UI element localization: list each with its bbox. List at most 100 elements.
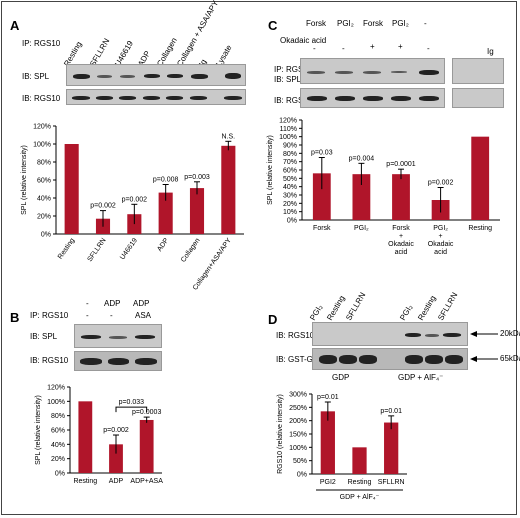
panel-label-d: D: [268, 312, 278, 327]
y-tick-label-a: 100%: [33, 142, 51, 149]
chart-d: 0% 50% 100% 150% 200% 250% 300% RGS10 (relative…: [277, 392, 407, 501]
row2-b-2: ASA: [135, 311, 152, 320]
chart-b: 0% 20% 40% 60% 80% 100% 120% SPL (relative inte…: [35, 385, 163, 486]
kda-top-label-d: 20kDa: [500, 329, 520, 338]
row1-c-4: -: [424, 19, 427, 28]
ib-bottom-label-c: IB: RGS10: [274, 96, 313, 105]
y-tick-label-a: 60%: [37, 178, 51, 185]
panel-label-a: A: [10, 18, 20, 33]
bar-c-2: [392, 174, 410, 220]
row2-c-3: +: [398, 42, 403, 51]
okadaic-label-c: Okadaic acid: [280, 36, 327, 45]
bar-b-0: [78, 401, 93, 473]
band-a-spl-5: [191, 74, 208, 79]
blot-c-ig: [452, 58, 504, 84]
kda-bottom-label-d: 65kDa: [500, 354, 520, 363]
band-d-rgs-4: [425, 334, 439, 337]
x-tick-label-c-3: PGI₂: [433, 225, 448, 232]
bracket-b: [115, 406, 148, 413]
band-d-gst-2: [359, 355, 377, 364]
x-tick-label-c-2: Forsk: [392, 225, 410, 232]
band-b-rgs-1: [108, 358, 129, 365]
arrowhead-20kda: [470, 331, 477, 337]
y-tick-label-b: 60%: [51, 428, 65, 435]
y-tick-label-c: 90%: [283, 143, 297, 150]
x-tick-label-b-1: ADP: [109, 478, 124, 485]
band-c-spl-0: [307, 71, 325, 74]
arrowhead-65kda: [470, 356, 477, 362]
chart-c: 0% 10%20%30% 40%50%60% 70%80%90% 100%110%120…: [267, 118, 500, 256]
panel-a: A IP: RGS10 IB: SPL IB: RGS10 Resting SF…: [0, 0, 260, 290]
x-tick-label-b-2: ADP+ASA: [130, 478, 163, 485]
blot-c-ig-rgs10: [452, 88, 504, 108]
x-tick-label-b-0: Resting: [73, 478, 97, 485]
y-tick-label-c: 50%: [283, 176, 297, 183]
kda-arrows-d: [470, 331, 498, 362]
bar-b-2: [139, 419, 154, 473]
y-tick-label-c: 80%: [283, 151, 297, 158]
band-c-rgs-4: [419, 96, 439, 101]
row2-b-1: -: [110, 311, 113, 320]
ib-bottom-label-d: IB: GST-Gi2α: [276, 355, 324, 364]
p-value-d-2: p=0.01: [380, 408, 402, 415]
bar-a-3: [158, 192, 173, 234]
y-axis-label-c: SPL (relative intensity): [267, 135, 274, 205]
y-axis-label-a: SPL (relative intensity): [21, 145, 28, 215]
band-b-rgs-2: [135, 358, 157, 365]
band-b-spl-1: [109, 336, 127, 339]
band-a-spl-4: [167, 74, 183, 78]
y-tick-label-c: 20%: [283, 201, 297, 208]
x-tick-label-a-0: Resting: [57, 237, 76, 261]
blot-c-rgs10: [300, 88, 445, 108]
ib-bottom-label-b: IB: RGS10: [30, 356, 69, 365]
band-a-rgs-1: [96, 96, 113, 100]
bar-a-5: [221, 145, 236, 234]
group-label-d: GDP + AlF₄⁻: [340, 494, 380, 501]
y-tick-label-b: 0%: [55, 471, 65, 478]
x-tick-label-c-2: acid: [395, 249, 408, 256]
band-c-spl-3: [391, 71, 407, 73]
band-c-rgs-3: [391, 96, 411, 101]
p-value-c-2: p=0.0001: [386, 161, 415, 168]
y-tick-label-c: 0%: [287, 218, 297, 225]
y-tick-label-c: 120%: [279, 118, 297, 125]
panel-c: C Forsk PGI₂ Forsk PGI₂ - Okadaic acid -…: [260, 0, 520, 290]
band-c-rgs-2: [363, 96, 383, 101]
bar-a-0: [64, 144, 79, 234]
panel-label-b: B: [10, 310, 20, 325]
x-tick-label-d-0: PGI2: [320, 479, 336, 486]
band-b-spl-0: [81, 335, 101, 339]
p-value-a-2: p=0.002: [122, 196, 148, 203]
y-tick-label-a: 40%: [37, 196, 51, 203]
ip-label-b: IP: RGS10: [30, 311, 69, 320]
x-tick-label-d-1: Resting: [348, 479, 372, 486]
x-tick-label-c-3: acid: [434, 249, 447, 256]
band-a-rgs-3: [143, 96, 160, 100]
panel-d: D PGI₂ Resting SFLLRN PGI₂ Resting SFLLR…: [260, 290, 520, 518]
x-tick-label-c-3: +: [439, 233, 443, 240]
y-tick-label-a: 20%: [37, 214, 51, 221]
row2-c-4: -: [427, 44, 430, 53]
band-c-spl-1: [335, 71, 353, 74]
panel-label-c: C: [268, 18, 278, 33]
blot-d-gst: [312, 348, 468, 370]
y-axis-label-d: RGS10 (relative intensity): [277, 394, 284, 474]
y-tick-label-c: 40%: [283, 184, 297, 191]
band-c-spl-4: [419, 70, 439, 75]
blot-c-spl: [300, 58, 445, 84]
bracket-label-b: p=0.033: [119, 399, 145, 406]
ib-bottom-label-a: IB: RGS10: [22, 94, 61, 103]
band-a-rgs-7: [224, 96, 242, 100]
x-tick-label-c-2: +: [399, 233, 403, 240]
p-value-c-3: p=0.002: [428, 180, 454, 187]
y-tick-label-b: 80%: [51, 413, 65, 420]
y-tick-label-c: 60%: [283, 168, 297, 175]
p-value-a-3: p=0.008: [153, 177, 179, 184]
band-c-spl-2: [363, 71, 381, 74]
band-b-rgs-0: [80, 358, 102, 365]
bar-c-1: [352, 174, 371, 220]
y-tick-label-d: 150%: [289, 432, 307, 439]
blot-a-rgs10: [66, 89, 246, 105]
p-value-a-1: p=0.002: [90, 203, 116, 210]
gdp-label-d: GDP: [332, 373, 350, 382]
